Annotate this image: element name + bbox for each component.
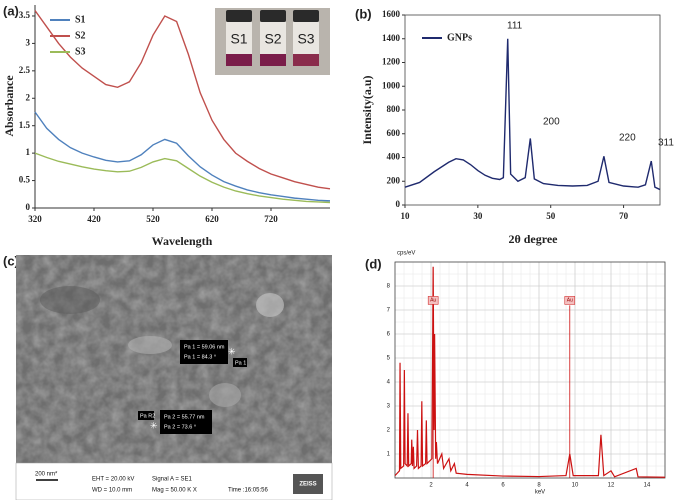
x-tick-label: 620 [205,214,219,224]
x-tick-label: 30 [473,211,483,221]
peak-label: 220 [619,133,636,144]
y-tick-label: 3.5 [19,10,31,20]
y-tick-label: 0 [26,202,31,212]
x-tick-label: 6 [501,483,505,489]
measure-box [233,358,247,367]
measure-box [138,411,154,420]
footer-text: Time :16:05:56 [228,488,268,494]
inset-photo [215,8,330,75]
y-tick-label: 2.5 [19,65,31,75]
y-axis-label: cps/eV [397,251,415,257]
footer-text: Signal A = SE1 [152,477,193,483]
series-line [404,38,661,191]
inset-label: S2 [264,31,281,47]
series-line [34,152,331,204]
y-tick-label: 2 [26,92,31,102]
x-tick-label: 14 [644,483,651,489]
y-tick-label: 5 [387,356,391,362]
y-tick-label: 0 [396,199,401,209]
element-label: Au [567,298,573,304]
x-tick-label: 720 [264,214,278,224]
peak-label: 200 [543,117,560,128]
element-box [427,296,439,305]
x-tick-label: 12 [608,483,615,489]
measure-box [180,340,228,364]
measure-box [160,410,212,434]
x-tick-label: 10 [401,211,411,221]
x-axis-label: 2θ degree [508,232,558,246]
x-tick-label: 520 [146,214,160,224]
x-axis-label: Wavelength [152,234,213,248]
y-tick-label: 0.5 [19,175,31,185]
y-axis-label: Intensity(a.u) [360,75,374,144]
measurement: Pa 1 = 59.06 nm [184,344,225,350]
y-tick-label: 4 [387,380,391,386]
plot-frame [394,261,666,479]
element-box [564,296,576,305]
y-tick-label: 3 [387,404,391,410]
inset-label: S1 [230,31,247,47]
y-tick-label: 1.5 [19,120,31,130]
footer-text: EHT = 20.00 kV [92,477,134,483]
panel-label: (b) [355,6,372,21]
peak-label: 311 [658,138,674,149]
x-tick-label: 420 [87,214,101,224]
y-tick-label: 6 [387,332,391,338]
y-tick-label: 400 [387,152,401,162]
x-tick-label: 8 [537,483,541,489]
x-tick-label: 50 [546,211,556,221]
x-tick-label: 4 [465,483,469,489]
legend-label: GNPs [447,32,472,43]
plot-frame [404,14,661,206]
y-tick-label: 1 [26,147,31,157]
x-tick-label: 320 [28,214,42,224]
y-tick-label: 1200 [382,57,401,67]
marker: ✳ [228,346,236,356]
y-tick-label: 800 [387,104,401,114]
y-axis-label: Absorbance [2,75,16,137]
inset-label: S3 [297,31,314,47]
measurement: Pa 1 = 84.3 ° [184,354,216,360]
legend-label: S3 [75,46,86,57]
x-tick-label: 2 [429,483,433,489]
measurement: Pa 2 = 73.6 ° [164,424,196,430]
y-tick-label: 1 [387,452,391,458]
marker: ✳ [150,420,158,430]
legend-label: S2 [75,30,86,41]
footer-text: Mag = 50.00 K X [152,488,197,494]
measurement: Pa 1 [235,360,246,366]
legend-label: S1 [75,14,86,25]
measurement: Pa 2 = 55.77 nm [164,414,205,420]
y-tick-label: 2 [387,428,391,434]
y-tick-label: 7 [387,308,391,314]
series-line [34,10,331,190]
panel-label: (c) [3,253,19,268]
x-axis-label: keV [535,490,545,496]
panel-label: (d) [365,256,382,271]
measurement: Pa R2 [140,413,155,419]
logo-box [293,474,323,494]
series-line [34,111,331,202]
x-tick-label: 70 [619,211,629,221]
peak-label: 111 [507,21,523,32]
sem-image [15,255,333,500]
logo: ZEISS [299,482,316,488]
panel-label: (a) [3,3,19,18]
y-tick-label: 3 [26,37,31,47]
element-label: Au [430,298,436,304]
x-tick-label: 10 [572,483,579,489]
y-tick-label: 1600 [382,9,401,19]
y-tick-label: 600 [387,128,401,138]
series-line [394,266,666,478]
y-tick-label: 1000 [382,80,401,90]
footer-text: WD = 10.0 mm [92,488,132,494]
y-tick-label: 1400 [382,33,401,43]
scale-label: 200 nm* [35,472,58,478]
y-tick-label: 200 [387,175,401,185]
y-tick-label: 8 [387,284,391,290]
